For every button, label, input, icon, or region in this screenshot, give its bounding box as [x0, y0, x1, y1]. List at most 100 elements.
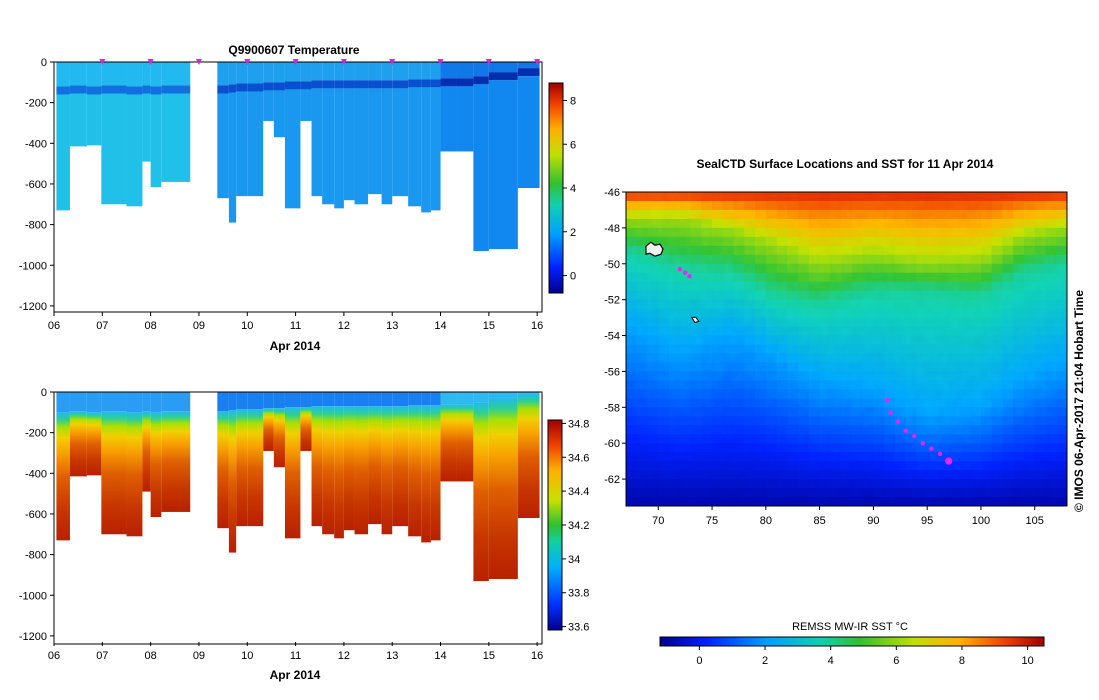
- salinity-profile: [56, 392, 70, 541]
- salinity-profile: [408, 392, 422, 537]
- temperature-surface-cell: [517, 62, 540, 69]
- x-tick-label: 16: [531, 320, 543, 332]
- salinity-surface-cell: [263, 392, 274, 409]
- temperature-cold-layer-cell: [161, 85, 191, 94]
- temperature-cold-layer-cell: [142, 85, 151, 94]
- map-lon-axis: 70 75 80 85 90 95 100 105: [652, 506, 1044, 527]
- temperature-profile: [142, 62, 151, 162]
- temperature-profile: [343, 62, 355, 201]
- temperature-deep-cell: [300, 89, 312, 121]
- sst-field: [626, 192, 1067, 506]
- salinity-surface-cell: [228, 392, 237, 411]
- island-kerguelen: [645, 241, 664, 257]
- temperature-profile: [408, 62, 422, 207]
- salinity-profile: [311, 392, 323, 527]
- salinity-deep-cell: [247, 409, 264, 527]
- salinity-surface-cell: [300, 392, 312, 408]
- temperature-profile: [86, 62, 102, 146]
- track-point: [677, 266, 682, 272]
- lon-tick-label: 95: [921, 515, 933, 527]
- temperature-profile: [311, 62, 323, 197]
- salinity-deep-cell: [228, 410, 237, 553]
- lat-tick-label: -46: [604, 187, 620, 199]
- temperature-colorbar: [548, 82, 564, 294]
- salinity-y-axis: 0 -200 -400 -600 -800 -1000 -1200: [19, 387, 54, 643]
- salinity-surface-cell: [101, 392, 127, 412]
- sst-colorbar-tick-label: 4: [828, 655, 834, 667]
- colorbar-tick-label: 4: [570, 183, 576, 195]
- temperature-surface-cell: [408, 62, 422, 80]
- temperature-surface-cell: [247, 62, 264, 84]
- temperature-cold-layer-cell: [368, 80, 382, 89]
- salinity-profile: [69, 392, 87, 477]
- temperature-deep-cell: [284, 89, 301, 209]
- x-tick-label: 12: [338, 320, 350, 332]
- temperature-cold-layer-cell: [354, 80, 369, 89]
- colorbar-tick-label: 34.4: [568, 486, 589, 498]
- x-tick-label: 08: [145, 320, 157, 332]
- temperature-surface-cell: [488, 62, 518, 73]
- salinity-profile: [263, 392, 274, 451]
- salinity-surface-cell: [430, 392, 441, 406]
- temperature-cold-layer-cell: [311, 80, 323, 89]
- salinity-surface-cell: [86, 392, 102, 413]
- temperature-cold-layer-cell: [392, 80, 409, 89]
- salinity-profile: [334, 392, 344, 539]
- profile-marker: [485, 59, 492, 65]
- profile-marker: [292, 59, 299, 65]
- temperature-profile-markers: [99, 59, 541, 65]
- temperature-profile: [228, 62, 237, 223]
- lat-tick-label: -50: [604, 259, 620, 271]
- salinity-deep-cell: [381, 406, 393, 535]
- x-tick-label: 12: [338, 650, 350, 662]
- temperature-deep-cell: [488, 80, 518, 249]
- y-tick-label: -200: [25, 428, 47, 440]
- profile-marker: [340, 59, 347, 65]
- temperature-surface-cell: [126, 62, 143, 87]
- map-title: SealCTD Surface Locations and SST for 11…: [697, 157, 994, 171]
- colorbar-tick-label: 34: [568, 554, 580, 566]
- salinity-deep-cell: [392, 406, 409, 527]
- salinity-surface-cell: [247, 392, 264, 410]
- map-islands: [645, 241, 700, 323]
- x-tick-label: 06: [48, 320, 60, 332]
- salinity-profile: [142, 392, 151, 492]
- salinity-x-label: Apr 2014: [270, 668, 321, 682]
- lon-tick-label: 90: [867, 515, 879, 527]
- salinity-surface-cell: [334, 392, 344, 407]
- lon-tick-label: 105: [1026, 515, 1044, 527]
- temperature-cold-layer-cell: [228, 84, 237, 93]
- salinity-surface-cell: [322, 392, 335, 407]
- salinity-deep-cell: [368, 406, 382, 525]
- temperature-profile: [334, 62, 344, 209]
- salinity-profile: [150, 392, 162, 517]
- temperature-surface-cell: [217, 62, 229, 86]
- salinity-deep-cell: [430, 405, 441, 541]
- salinity-surface-cell: [456, 392, 474, 405]
- temperature-profile: [56, 62, 70, 211]
- temperature-deep-cell: [56, 94, 70, 211]
- temperature-surface-cell: [473, 62, 489, 77]
- salinity-profile: [392, 392, 409, 527]
- x-tick-label: 08: [145, 650, 157, 662]
- profile-marker: [195, 59, 202, 65]
- salinity-surface-cell: [150, 392, 162, 413]
- temperature-surface-cell: [440, 62, 457, 79]
- temperature-profile: [69, 62, 87, 147]
- salinity-profile: [86, 392, 102, 476]
- salinity-deep-cell: [69, 411, 87, 477]
- temperature-deep-cell: [236, 91, 248, 197]
- salinity-profile: [247, 392, 264, 527]
- x-tick-label: 10: [241, 650, 253, 662]
- lat-tick-label: -52: [604, 295, 620, 307]
- x-tick-label: 14: [434, 650, 446, 662]
- y-tick-label: -1000: [19, 590, 47, 602]
- temperature-deep-cell: [161, 93, 191, 182]
- salinity-profile: [236, 392, 248, 527]
- salinity-deep-cell: [263, 408, 274, 451]
- x-tick-label: 09: [193, 650, 205, 662]
- temperature-deep-cell: [126, 94, 143, 207]
- temperature-deep-cell: [517, 76, 540, 189]
- track-point: [888, 410, 893, 415]
- salinity-surface-cell: [284, 392, 301, 408]
